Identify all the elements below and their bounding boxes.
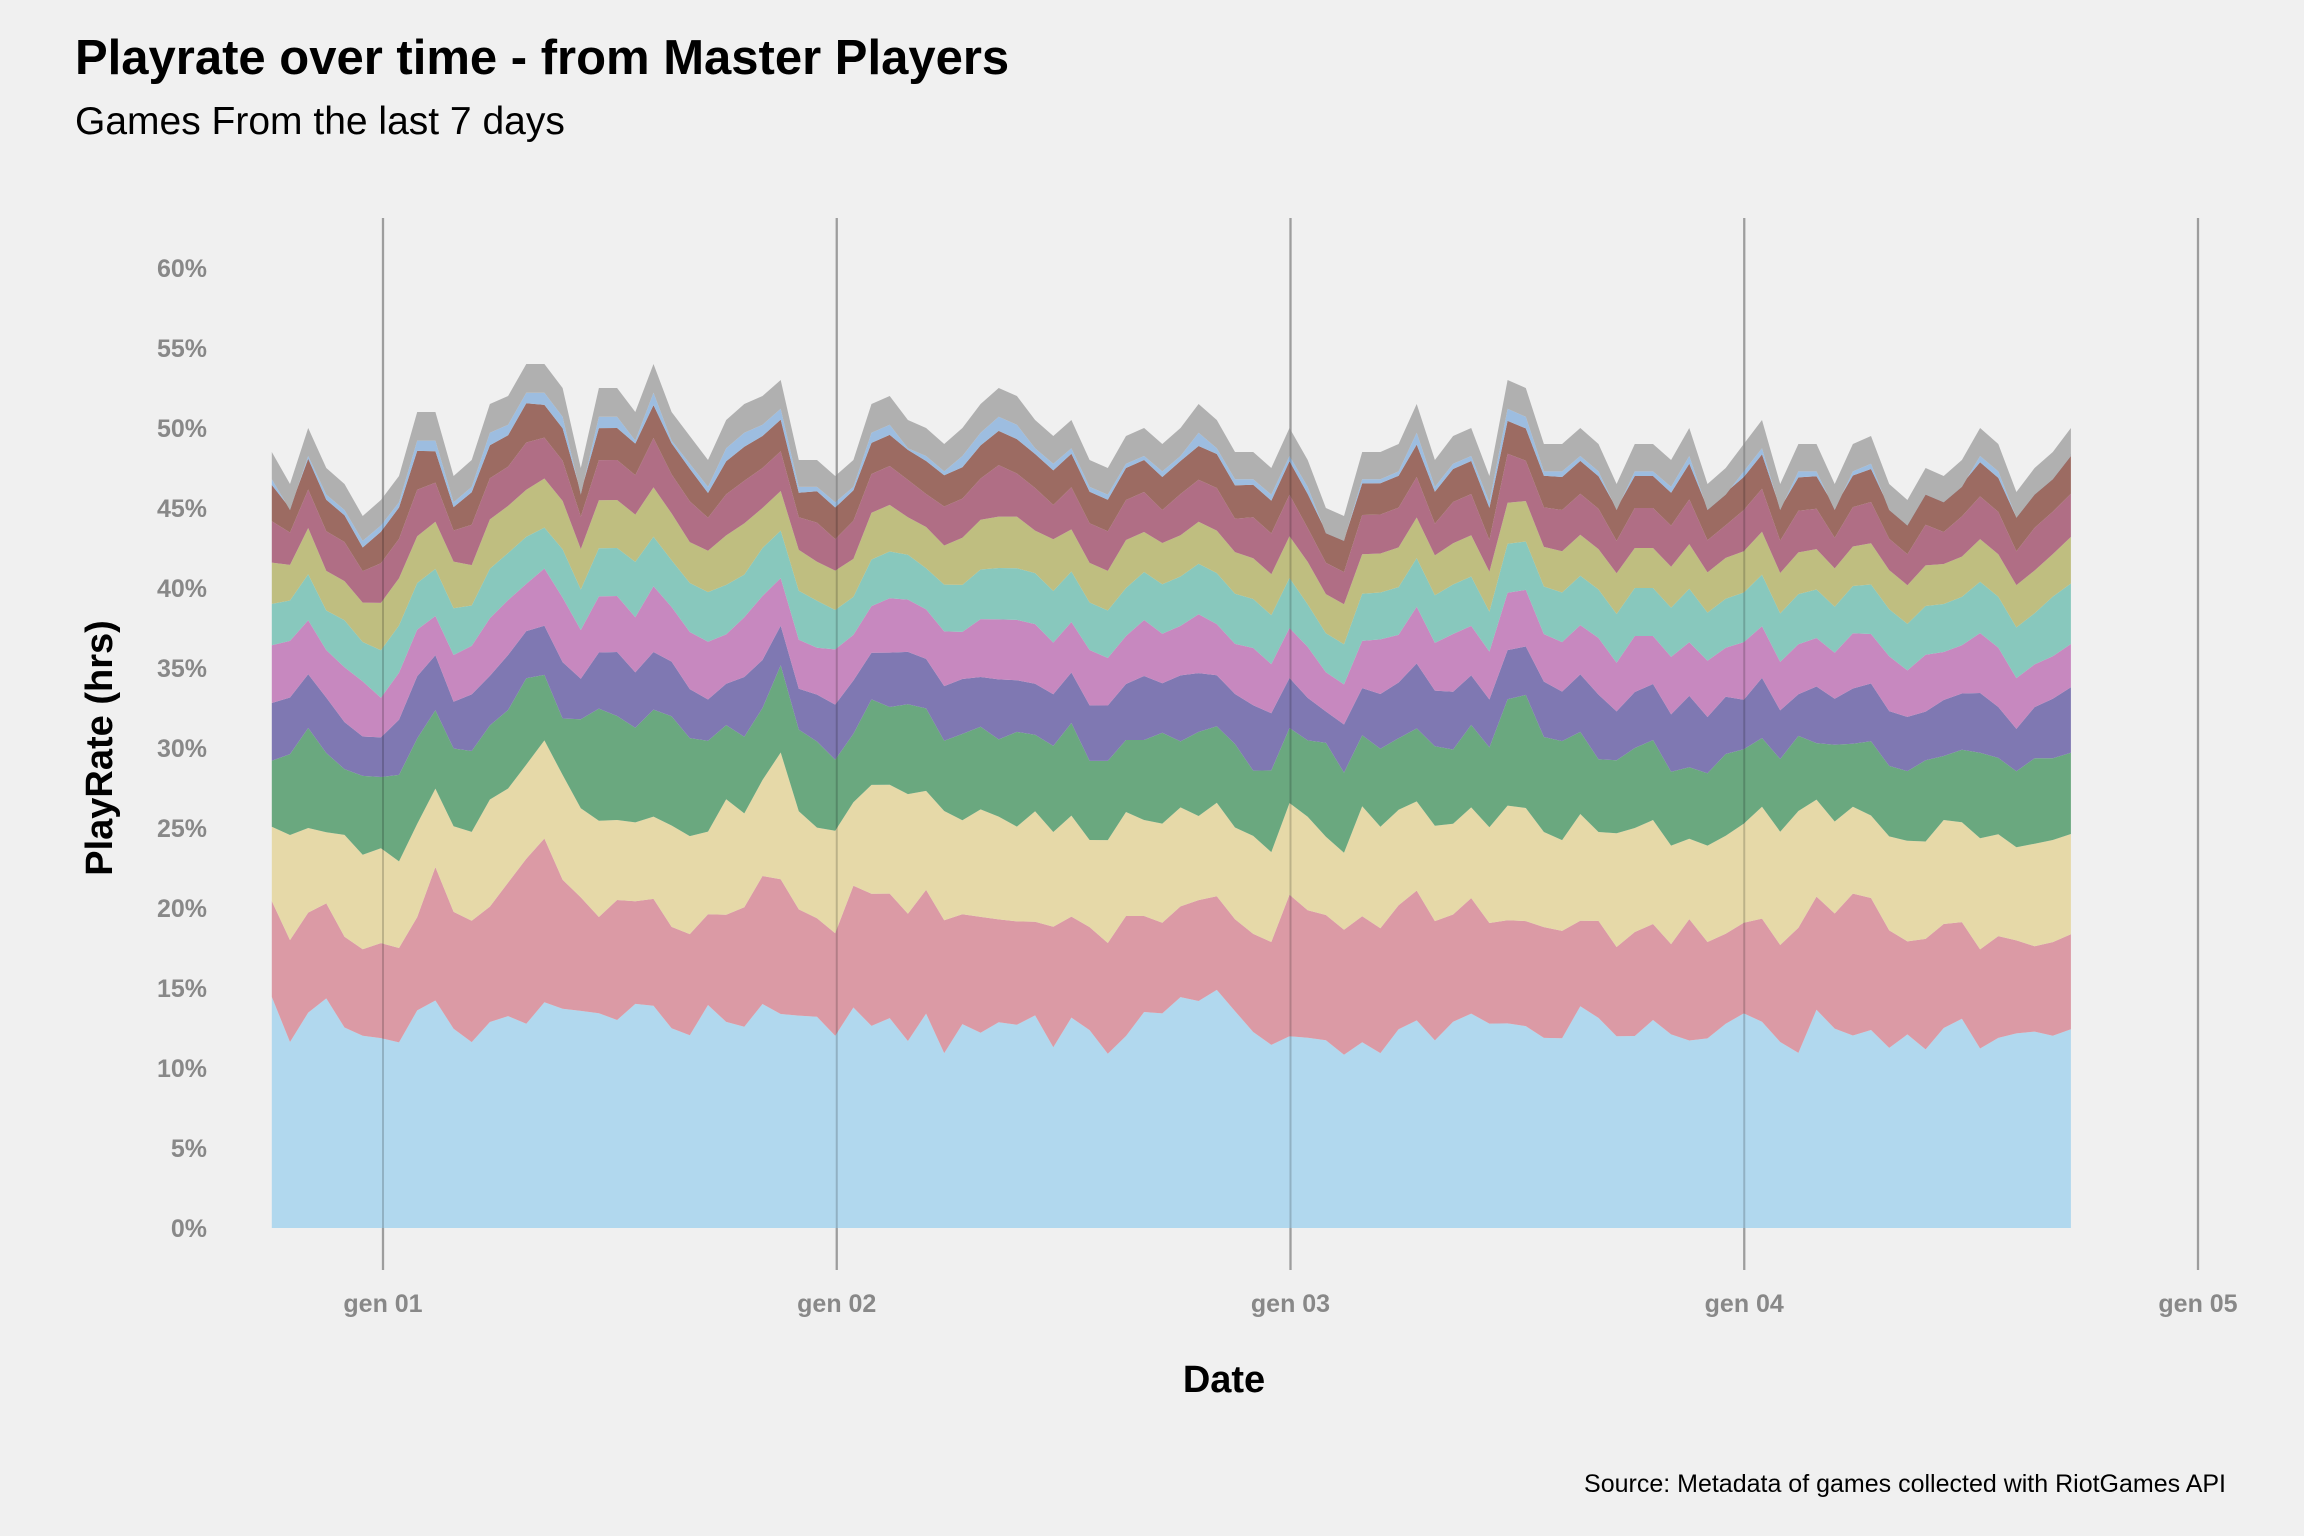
y-tick-label: 30% [157, 735, 207, 763]
chart-title: Playrate over time - from Master Players [75, 31, 1010, 85]
area-band-6 [271, 568, 2071, 738]
y-tick-label: 15% [157, 975, 207, 1003]
area-band-2 [271, 838, 2071, 1055]
x-tick-label: gen 04 [1705, 1290, 1784, 1318]
y-axis-ticks: 0% 5% 10% 15% 20% 25% 30% 35% 40% 45% 50% 55% 60% [157, 255, 207, 1243]
area-band-1 [271, 989, 2071, 1228]
area-band-3 [271, 740, 2071, 950]
x-tick-label: gen 02 [797, 1290, 876, 1318]
x-tick-label: gen 01 [343, 1290, 422, 1318]
y-tick-label: 60% [157, 255, 207, 283]
y-tick-label: 50% [157, 415, 207, 443]
area-series [271, 364, 2071, 1228]
area-band-12 [271, 364, 2071, 541]
area-band-4 [271, 665, 2071, 862]
chart-subtitle: Games From the last 7 days [75, 100, 565, 143]
x-axis-title: Date [1183, 1359, 1265, 1401]
x-tick-label: gen 03 [1251, 1290, 1330, 1318]
area-band-7 [271, 527, 2071, 698]
area-band-5 [271, 625, 2071, 777]
y-tick-label: 5% [171, 1135, 207, 1163]
source-caption: Source: Metadata of games collected with… [1584, 1470, 2226, 1498]
grid-lines-overlay [382, 218, 2199, 1270]
y-tick-label: 25% [157, 815, 207, 843]
area-band-10 [271, 403, 2071, 573]
area-band-8 [271, 478, 2071, 651]
area-band-9 [271, 437, 2071, 605]
y-tick-label: 0% [171, 1215, 207, 1243]
y-axis-title: PlayRate (hrs) [79, 620, 121, 876]
x-axis-ticks: gen 01 gen 02 gen 03 gen 04 gen 05 [343, 1290, 2237, 1318]
y-tick-label: 55% [157, 335, 207, 363]
y-tick-label: 10% [157, 1055, 207, 1083]
x-tick-label: gen 05 [2158, 1290, 2237, 1318]
y-tick-label: 40% [157, 575, 207, 603]
y-tick-label: 45% [157, 495, 207, 523]
y-tick-label: 20% [157, 895, 207, 923]
y-tick-label: 35% [157, 655, 207, 683]
